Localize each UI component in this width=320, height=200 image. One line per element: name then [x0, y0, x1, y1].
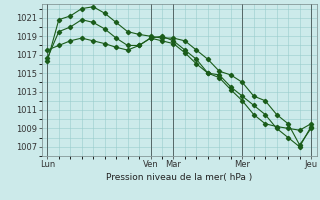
X-axis label: Pression niveau de la mer( hPa ): Pression niveau de la mer( hPa ) [106, 173, 252, 182]
